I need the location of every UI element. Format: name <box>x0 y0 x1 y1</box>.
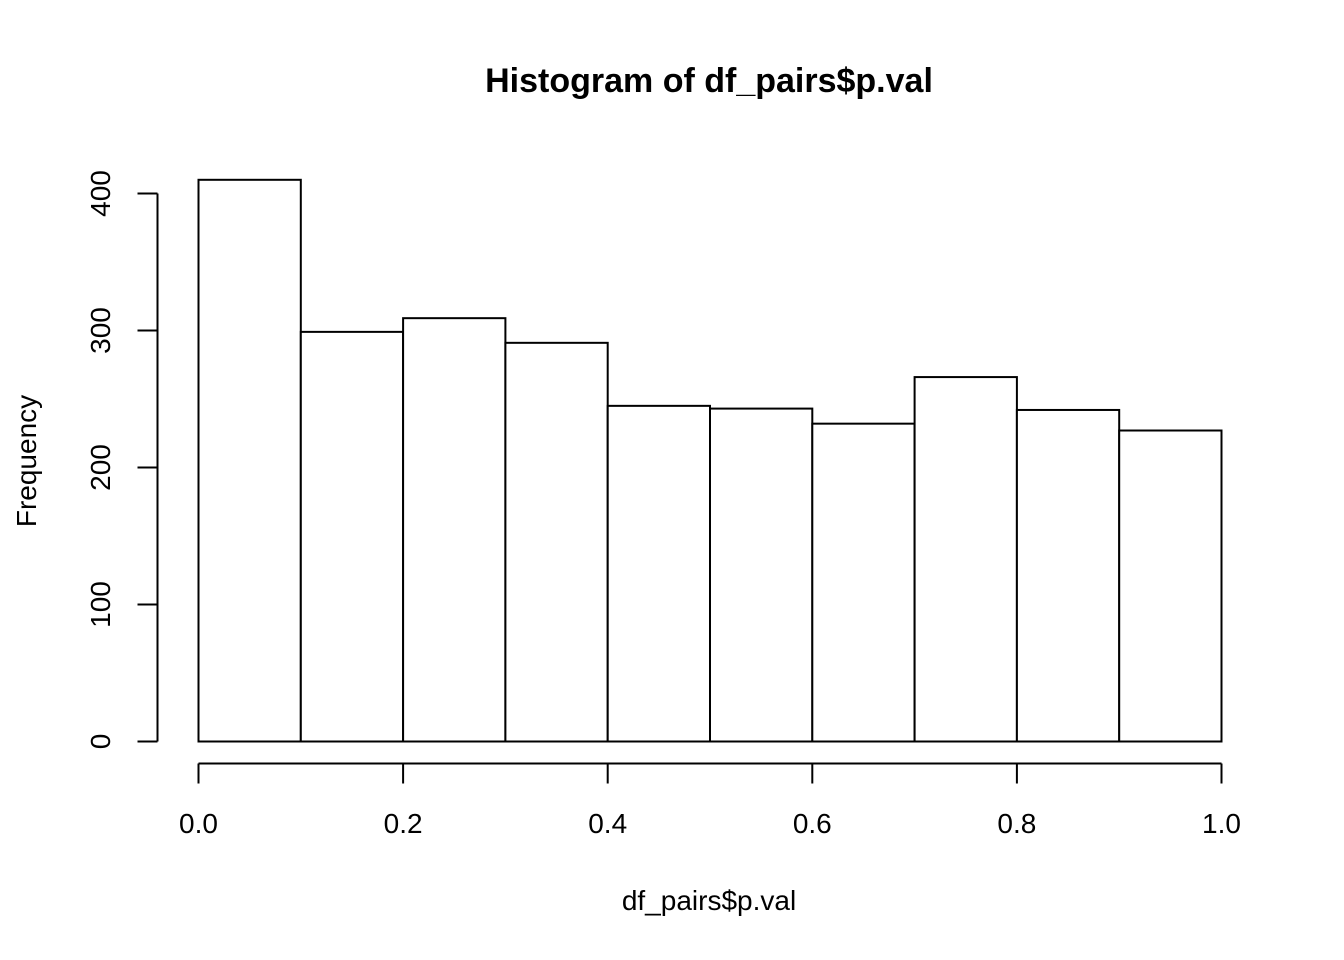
x-tick-label-5: 1.0 <box>1202 808 1241 839</box>
histogram-bar-3 <box>504 341 609 743</box>
histogram-bar-5 <box>709 407 814 743</box>
x-tick-label-1: 0.2 <box>384 808 423 839</box>
x-tick-label-0: 0.0 <box>179 808 218 839</box>
histogram-bar-0 <box>197 178 302 743</box>
chart-title: Histogram of df_pairs$p.val <box>485 62 933 100</box>
histogram-bar-1 <box>299 330 405 743</box>
x-tick-label-3: 0.6 <box>793 808 832 839</box>
x-tick-label-2: 0.4 <box>588 808 627 839</box>
x-axis-label: df_pairs$p.val <box>622 885 796 916</box>
bars-group <box>197 178 1223 743</box>
histogram-bar-4 <box>606 404 712 743</box>
x-tick-label-4: 0.8 <box>997 808 1036 839</box>
histogram-bar-8 <box>1015 408 1121 743</box>
y-tick-label-4: 400 <box>85 170 116 217</box>
y-tick-label-1: 100 <box>85 581 116 628</box>
y-axis: 0 100 200 300 400 <box>85 170 159 750</box>
y-tick-label-3: 300 <box>85 307 116 354</box>
histogram-bar-6 <box>811 422 916 743</box>
y-tick-label-2: 200 <box>85 444 116 491</box>
x-axis: 0.0 0.2 0.4 0.6 0.8 1.0 <box>179 762 1241 839</box>
histogram-bar-7 <box>913 376 1018 743</box>
histogram-bar-2 <box>402 317 507 743</box>
histogram-bar-9 <box>1118 429 1223 743</box>
y-axis-label: Frequency <box>11 395 42 527</box>
y-tick-label-0: 0 <box>85 734 116 750</box>
